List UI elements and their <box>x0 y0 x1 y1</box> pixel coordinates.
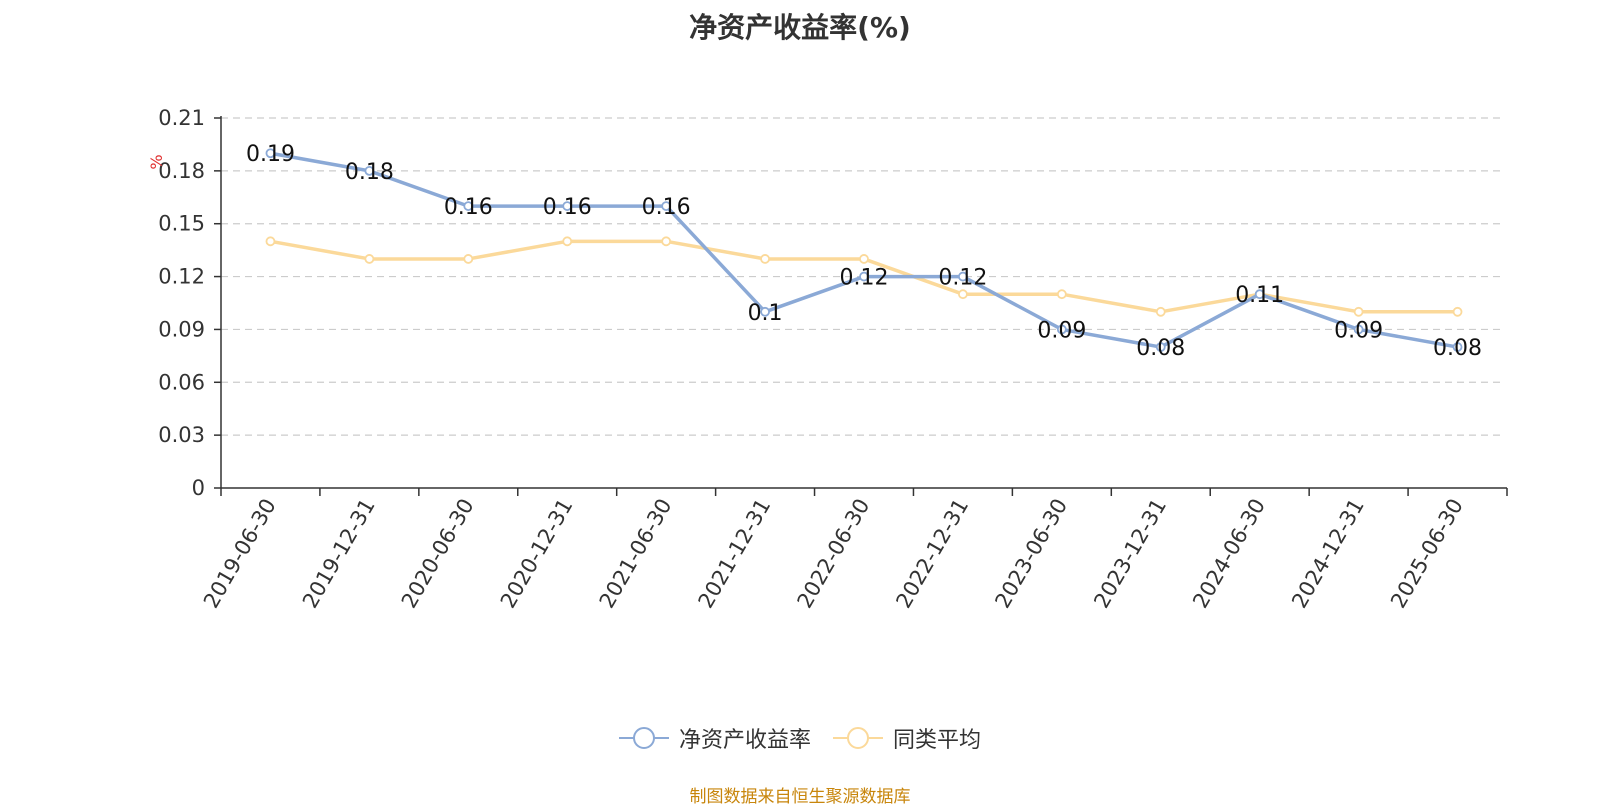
y-tick-label: 0.18 <box>158 159 205 183</box>
roe-data-label: 0.16 <box>642 195 691 220</box>
roe-point <box>1452 342 1463 352</box>
x-tick-label: 2020-12-31 <box>496 495 578 613</box>
y-tick-label: 0.21 <box>158 106 205 130</box>
roe-data-label: 0.19 <box>246 142 295 167</box>
roe-point <box>661 201 672 211</box>
roe-data-label: 0.18 <box>345 160 394 185</box>
data-labels: 0.19 0.18 0.16 0.16 0.16 0.1 0.12 0.12 0.09 0.08 0… <box>246 142 1482 361</box>
x-tick-label: 2024-06-30 <box>1188 495 1270 613</box>
roe-data-label: 0.08 <box>1433 336 1482 361</box>
roe-point <box>1155 342 1166 352</box>
y-tick-label: 0.12 <box>158 265 205 289</box>
legend: 净资产收益率 同类平均 <box>0 722 1600 754</box>
peer-average-point <box>562 236 573 247</box>
series-layer <box>265 148 1463 352</box>
roe-data-label: 0.1 <box>748 301 783 326</box>
roe-data-label: 0.09 <box>1037 318 1086 343</box>
x-tick-label: 2022-06-30 <box>793 495 875 613</box>
chart-title: 净资产收益率(%) <box>689 11 911 44</box>
legend-label-roe: 净资产收益率 <box>678 728 811 753</box>
x-tick-label: 2021-06-30 <box>595 495 677 613</box>
peer-average-point <box>760 254 770 264</box>
legend-label-peer-average: 同类平均 <box>893 728 982 753</box>
roe-point <box>463 201 474 211</box>
peer-average-point <box>661 236 672 247</box>
roe-data-label: 0.08 <box>1136 336 1185 361</box>
y-tick-label: 0.15 <box>158 212 205 236</box>
x-tick-label: 2023-12-31 <box>1089 495 1171 613</box>
peer-average-point <box>265 236 276 247</box>
roe-data-label: 0.12 <box>938 266 987 291</box>
peer-average-point <box>1353 306 1364 317</box>
roe-data-label: 0.11 <box>1235 283 1284 308</box>
roe-point <box>364 165 375 176</box>
legend-item-roe[interactable]: 净资产收益率 <box>618 722 811 754</box>
roe-point <box>1056 324 1067 335</box>
peer-average-point <box>463 254 474 264</box>
roe-data-label: 0.16 <box>543 195 592 220</box>
y-tick-label: 0 <box>192 476 205 500</box>
roe-data-label: 0.12 <box>840 266 889 291</box>
roe-point <box>1353 324 1364 335</box>
y-tick-label: 0.06 <box>158 370 205 394</box>
roe-point <box>958 271 968 282</box>
roe-data-label: 0.16 <box>444 195 493 220</box>
y-tick-label: 0.09 <box>158 317 205 341</box>
roe-data-label: 0.09 <box>1334 318 1383 343</box>
peer-average-point <box>958 289 968 300</box>
x-tick-label: 2020-06-30 <box>397 495 479 613</box>
y-axis-unit-label: % <box>147 154 166 169</box>
x-tick-label: 2021-12-31 <box>694 495 776 613</box>
source-note: 制图数据来自恒生聚源数据库 <box>689 787 911 807</box>
roe-series-line <box>270 151 1458 349</box>
roe-point <box>265 148 276 159</box>
peer-average-point <box>364 254 375 264</box>
legend-item-peer-average[interactable]: 同类平均 <box>833 722 981 754</box>
peer-average-point <box>1452 306 1463 317</box>
peer-average-point <box>1056 289 1067 300</box>
legend-peer-average-marker-icon <box>833 727 883 749</box>
legend-roe-marker-icon <box>618 727 669 749</box>
x-tick-label: 2019-06-30 <box>199 495 281 613</box>
x-tick-label: 2024-12-31 <box>1287 495 1369 613</box>
peer-average-point <box>1155 306 1166 317</box>
x-tick-label: 2019-12-31 <box>298 495 380 613</box>
peer-average-point <box>859 254 869 264</box>
y-tick-label: 0.03 <box>158 423 205 447</box>
roe-point <box>760 306 770 317</box>
x-tick-label: 2022-12-31 <box>891 495 973 613</box>
roe-point <box>562 201 573 211</box>
roe-point <box>859 271 869 282</box>
roe-point <box>1254 289 1265 300</box>
x-tick-label: 2025-06-30 <box>1386 495 1468 613</box>
x-tick-label: 2023-06-30 <box>990 495 1072 613</box>
